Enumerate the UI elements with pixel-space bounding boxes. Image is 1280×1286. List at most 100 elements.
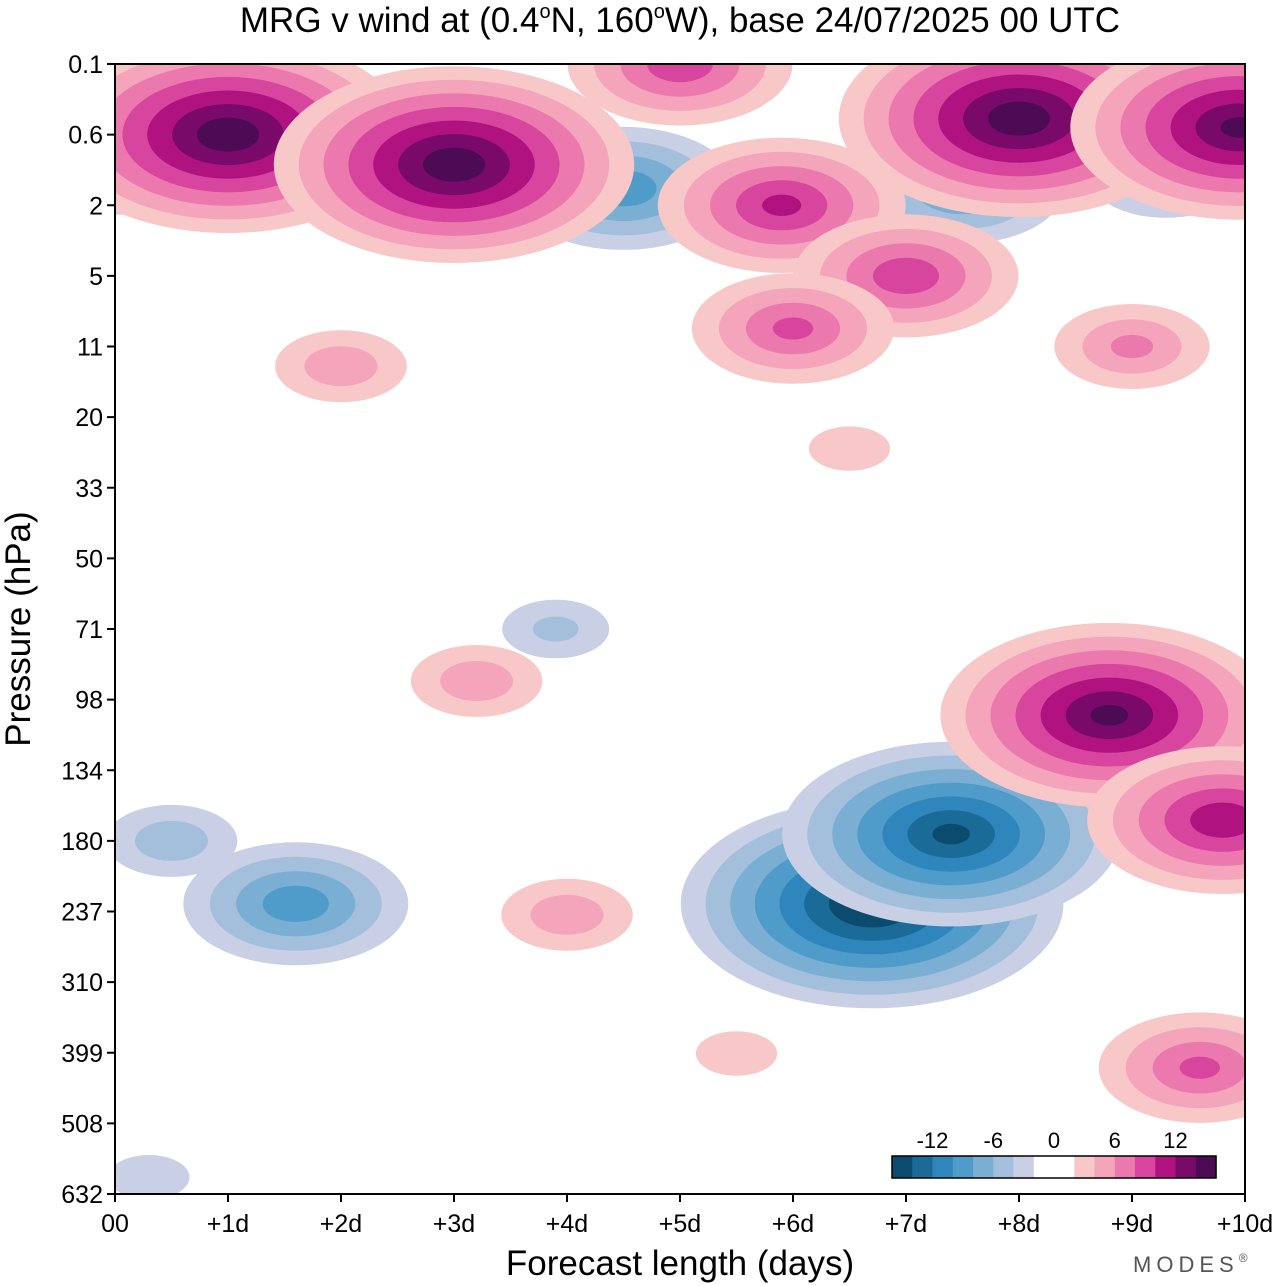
colorbar-tick-label: 6 — [1109, 1128, 1121, 1153]
contour-blob-pos — [567, 64, 793, 126]
y-tick-label: 310 — [61, 969, 103, 997]
plot-area — [115, 64, 1245, 1194]
colorbar-swatch — [993, 1156, 1015, 1178]
y-tick-label: 50 — [75, 545, 103, 573]
contour-blob-pos — [808, 426, 891, 471]
contour-ring — [440, 661, 514, 701]
y-tick: 399 — [61, 1040, 115, 1068]
contour-ring — [987, 101, 1051, 136]
x-tick: +8d — [998, 1194, 1040, 1238]
contour-blob-neg — [115, 1155, 190, 1194]
y-tick-label: 2 — [89, 192, 103, 220]
x-axis: 00 +1d +2d +3d +4d +5d +6d +7d +8d +9d +10d — [101, 1194, 1273, 1238]
colorbar-swatch — [1135, 1156, 1156, 1178]
x-tick: +9d — [1111, 1194, 1153, 1238]
colorbar-swatch — [1033, 1156, 1055, 1178]
contour-ring — [135, 820, 208, 861]
y-tick-label: 134 — [61, 757, 103, 785]
contour-blob-neg — [183, 842, 409, 966]
contour-ring — [304, 346, 378, 387]
y-axis: 0.1 0.6 2 5 11 20 33 50 71 98 134 180 237 310 399 508 63… — [61, 51, 115, 1209]
y-tick-label: 20 — [75, 404, 103, 432]
contour-ring — [646, 64, 714, 83]
y-tick: 180 — [61, 828, 115, 856]
colorbar-swatch — [1054, 1156, 1075, 1178]
contour-blob-pos — [1054, 304, 1210, 389]
y-tick: 11 — [77, 334, 115, 362]
y-tick: 134 — [61, 757, 115, 785]
colorbar-swatch — [952, 1156, 974, 1178]
colorbar-tick-label: -6 — [984, 1128, 1004, 1153]
y-tick-label: 5 — [89, 263, 103, 291]
colorbar-swatch — [1155, 1156, 1177, 1178]
y-tick-label: 180 — [61, 828, 103, 856]
contour-ring — [262, 885, 329, 922]
contour-ring — [695, 1031, 778, 1076]
contour-blob-neg — [115, 804, 238, 877]
contour-ring — [530, 894, 604, 935]
x-tick-label: +8d — [998, 1210, 1040, 1238]
y-tick: 632 — [61, 1181, 115, 1209]
x-tick: +7d — [885, 1194, 927, 1238]
contour-ring — [1195, 103, 1245, 152]
contour-ring — [1110, 334, 1154, 359]
y-tick-label: 0.6 — [68, 122, 103, 150]
modes-logo: MODES® — [1133, 1251, 1253, 1277]
x-tick: +10d — [1217, 1194, 1273, 1238]
x-tick: +4d — [546, 1194, 588, 1238]
y-tick-label: 11 — [77, 334, 103, 362]
x-axis-label: Forecast length (days) — [506, 1244, 854, 1283]
colorbar-swatch — [1013, 1156, 1035, 1178]
y-tick-label: 71 — [75, 616, 103, 644]
contour-blob-neg — [782, 741, 1121, 927]
y-tick: 5 — [89, 263, 115, 291]
y-tick-label: 33 — [75, 475, 103, 503]
x-tick-label: +9d — [1111, 1210, 1153, 1238]
contour-ring — [1190, 802, 1245, 838]
contour-ring — [762, 194, 802, 216]
y-tick-label: 237 — [61, 899, 103, 927]
x-tick-label: +5d — [659, 1210, 701, 1238]
x-tick-label: +10d — [1217, 1210, 1273, 1238]
x-tick-label: +7d — [885, 1210, 927, 1238]
contour-ring — [772, 317, 814, 340]
y-tick: 50 — [75, 545, 115, 573]
colorbar-tick-label: 0 — [1048, 1128, 1060, 1153]
colorbar-swatch — [1195, 1156, 1217, 1178]
y-tick: 98 — [75, 687, 115, 715]
contour-blob-pos — [410, 645, 543, 717]
contour-blob-pos — [940, 622, 1245, 808]
x-tick-label: +3d — [433, 1210, 475, 1238]
x-tick-label: +6d — [772, 1210, 814, 1238]
y-tick-label: 632 — [61, 1181, 103, 1209]
colorbar-frame — [891, 1155, 1217, 1179]
contour-ring — [872, 257, 940, 294]
y-tick-label: 0.1 — [68, 51, 103, 79]
x-tick: +3d — [433, 1194, 475, 1238]
x-tick: +5d — [659, 1194, 701, 1238]
colorbar-swatch — [1094, 1156, 1116, 1178]
contour-ring — [1090, 704, 1129, 726]
y-tick: 33 — [75, 475, 115, 503]
colorbar-swatch — [1114, 1156, 1136, 1178]
contour-ring — [115, 1155, 190, 1194]
contour-blob-pos — [1070, 64, 1245, 220]
y-tick-label: 399 — [61, 1040, 103, 1068]
y-tick: 0.1 — [68, 51, 115, 79]
y-axis-label: Pressure (hPa) — [0, 511, 38, 746]
colorbar-tick-label: 12 — [1163, 1128, 1187, 1153]
colorbar-swatch — [932, 1156, 954, 1178]
contour-ring — [196, 117, 260, 152]
y-tick: 71 — [75, 616, 115, 644]
colorbar-swatch — [1175, 1156, 1197, 1178]
contour-ring — [1220, 117, 1245, 138]
x-tick: +2d — [320, 1194, 362, 1238]
y-tick: 508 — [61, 1110, 115, 1138]
chart-title: MRG v wind at (0.4oN, 160oW), base 24/07… — [240, 1, 1120, 40]
contour-blob-pos — [695, 1031, 778, 1076]
contour-ring — [422, 147, 486, 182]
contour-blob-pos — [1098, 1012, 1245, 1123]
contour-ring — [808, 426, 891, 471]
contour-blob-pos — [275, 330, 407, 403]
